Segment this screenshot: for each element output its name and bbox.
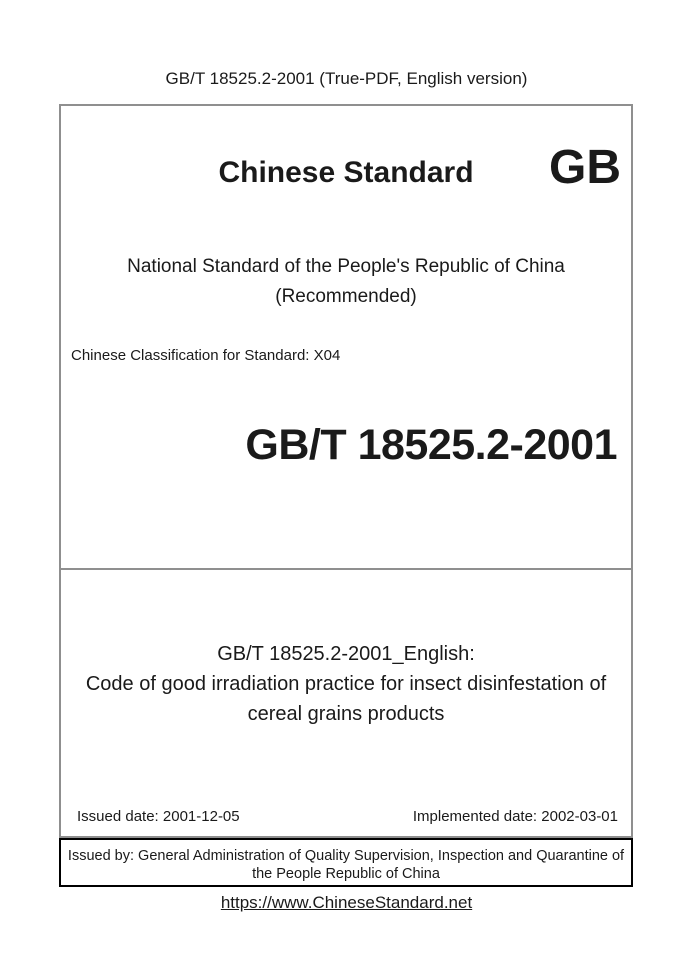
implemented-date: Implemented date: 2002-03-01 [412, 808, 618, 825]
issuer-line-2: the People Republic of China [252, 866, 440, 882]
issuer-line-1: Issued by: General Administration of Qua… [67, 848, 625, 864]
gb-logo: GB [549, 141, 621, 194]
standard-code: GB/T 18525.2-2001 [245, 421, 617, 469]
page-header: GB/T 18525.2-2001 (True-PDF, English ver… [165, 69, 528, 88]
english-label: GB/T 18525.2-2001_English: [217, 643, 475, 665]
dates-row: Issued date: 2001-12-05 Implemented date… [77, 808, 618, 826]
footer-link[interactable]: https://www.ChineseStandard.net [220, 893, 473, 912]
cover-box: Chinese Standard GB National Standard of… [59, 104, 633, 570]
title-box: GB/T 18525.2-2001_English: Code of good … [59, 570, 633, 838]
issued-date: Issued date: 2001-12-05 [77, 808, 240, 825]
classification-line: Chinese Classification for Standard: X04 [71, 347, 341, 364]
issuer-box: Issued by: General Administration of Qua… [59, 838, 633, 887]
title-line-2: cereal grains products [247, 703, 445, 725]
national-standard-line: National Standard of the People's Republ… [127, 256, 565, 277]
brand-title: Chinese Standard [218, 156, 474, 189]
recommended-line: (Recommended) [275, 286, 417, 307]
title-line-1: Code of good irradiation practice for in… [85, 673, 607, 695]
title-block: GB/T 18525.2-2001_English: Code of good … [61, 639, 631, 729]
